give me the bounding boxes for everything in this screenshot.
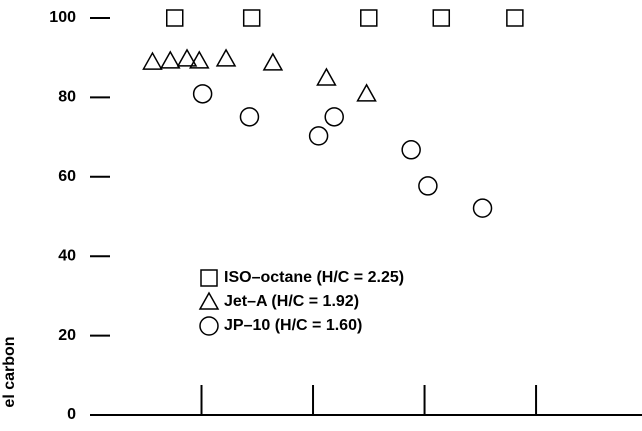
legend-label: ISO–octane (H/C = 2.25) — [224, 269, 404, 286]
y-tick-label: 20 — [58, 327, 76, 344]
y-axis-label: el carbon — [1, 336, 18, 407]
point — [239, 107, 260, 127]
point — [401, 140, 421, 160]
point — [176, 48, 198, 67]
legend-marker — [199, 316, 219, 336]
y-tick-label: 80 — [58, 89, 76, 106]
point — [356, 83, 377, 102]
point — [189, 50, 210, 69]
point — [262, 52, 284, 71]
point — [242, 9, 261, 27]
point — [506, 9, 524, 27]
point — [472, 198, 493, 218]
legend-label: Jet–A (H/C = 1.92) — [224, 293, 359, 310]
y-tick-label: 0 — [67, 406, 76, 423]
point — [166, 9, 184, 27]
point — [432, 9, 451, 27]
y-tick-label: 40 — [58, 247, 76, 264]
point — [324, 107, 344, 127]
y-tick-label: 100 — [49, 9, 76, 26]
point — [418, 176, 438, 196]
point — [316, 67, 337, 86]
legend-marker — [200, 269, 218, 287]
point — [192, 84, 213, 104]
point — [308, 126, 329, 146]
point — [160, 50, 181, 69]
legend-marker — [198, 291, 220, 310]
y-tick-label: 60 — [58, 168, 76, 185]
point — [360, 9, 378, 27]
point — [215, 48, 237, 67]
legend-label: JP–10 (H/C = 1.60) — [224, 317, 362, 334]
point — [142, 51, 163, 70]
